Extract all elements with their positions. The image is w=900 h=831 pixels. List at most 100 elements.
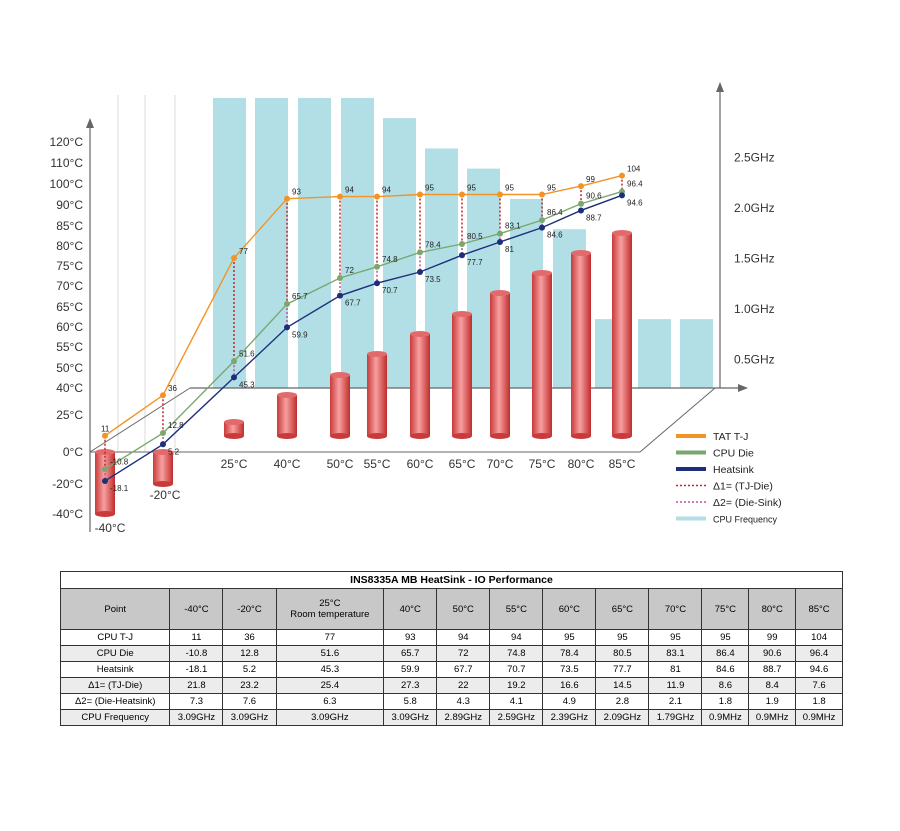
data-label: 77	[239, 247, 248, 256]
data-label: 83.1	[505, 222, 521, 231]
table-cell: 77	[275, 629, 385, 646]
cylinder-base	[490, 433, 510, 439]
data-label: 12.8	[168, 421, 184, 430]
y-tick-label: -20°C	[52, 477, 83, 491]
ambient-cylinder	[330, 375, 350, 436]
legend-label: Δ1= (TJ-Die)	[713, 481, 773, 493]
ambient-cylinder	[612, 233, 632, 436]
data-label: -10.8	[110, 457, 129, 466]
x-tick-label: 40°C	[274, 457, 301, 471]
data-point	[417, 249, 423, 256]
y-tick-label: 90°C	[56, 198, 83, 212]
table-cell: 8.6	[701, 677, 750, 694]
legend-label: Δ2= (Die-Sink)	[713, 497, 782, 509]
x-tick-label: 65°C	[449, 457, 476, 471]
y-tick-label: 100°C	[50, 177, 84, 191]
column-header: Point	[59, 588, 171, 630]
ambient-cylinder	[571, 253, 591, 436]
legend-label: TAT T-J	[713, 431, 748, 443]
data-label: 95	[547, 184, 556, 193]
table-cell: 0.9MHz	[748, 709, 797, 726]
data-label: 70.7	[382, 286, 398, 295]
data-point	[619, 192, 625, 199]
y2-tick-label: 1.0GHz	[734, 302, 775, 316]
cylinder-top	[532, 270, 552, 276]
data-label: 67.7	[345, 299, 361, 308]
data-label: 74.8	[382, 255, 398, 264]
table-cell: 74.8	[489, 645, 544, 662]
cylinder-top	[452, 311, 472, 317]
table-cell: 73.5	[542, 661, 597, 678]
frequency-bar	[638, 319, 671, 388]
data-label: 65.7	[292, 292, 308, 301]
table-cell: 6.3	[275, 693, 385, 710]
row-label: Δ2= (Die-Heatsink)	[59, 693, 171, 710]
frequency-bar	[341, 97, 374, 388]
y-tick-label: 40°C	[56, 381, 83, 395]
table-cell: 8.4	[748, 677, 797, 694]
data-label: 81	[505, 245, 514, 254]
cylinder-base	[367, 433, 387, 439]
data-point	[374, 280, 380, 287]
ambient-cylinder	[532, 273, 552, 436]
table-cell: 72	[436, 645, 491, 662]
cylinder-base	[532, 433, 552, 439]
data-label: 99	[586, 175, 595, 184]
data-label: 5.2	[168, 447, 180, 456]
table-cell: 88.7	[748, 661, 797, 678]
frequency-bar	[213, 97, 246, 388]
row-label: CPU Die	[59, 645, 171, 662]
table-cell: 5.2	[222, 661, 277, 678]
table-cell: 16.6	[542, 677, 597, 694]
table-cell: 2.8	[595, 693, 650, 710]
column-header: 60°C	[542, 588, 597, 630]
data-point	[497, 191, 503, 198]
cylinder-base	[330, 433, 350, 439]
data-label: 95	[505, 184, 514, 193]
table-cell: 27.3	[383, 677, 438, 694]
data-point	[102, 477, 108, 484]
table-cell: 11.9	[648, 677, 703, 694]
row-label: Heatsink	[59, 661, 171, 678]
cylinder-top	[490, 290, 510, 296]
table-cell: -10.8	[169, 645, 224, 662]
table-cell: 2.1	[648, 693, 703, 710]
column-header: 50°C	[436, 588, 491, 630]
table-cell: 2.39GHz	[542, 709, 597, 726]
column-header: 70°C	[648, 588, 703, 630]
x-tick-label: 80°C	[568, 457, 595, 471]
cylinder-top	[224, 419, 244, 425]
column-header: 55°C	[489, 588, 544, 630]
table-cell: 23.2	[222, 677, 277, 694]
table-cell: 4.3	[436, 693, 491, 710]
data-label: 51.6	[239, 349, 255, 358]
table-cell: 81	[648, 661, 703, 678]
column-header: 25°C Room temperature	[275, 588, 385, 630]
data-label: -18.1	[110, 484, 129, 493]
column-header: 65°C	[595, 588, 650, 630]
frequency-bar	[680, 319, 713, 388]
table-cell: 0.9MHz	[701, 709, 750, 726]
legend-label: CPU Die	[713, 448, 754, 460]
table-cell: 19.2	[489, 677, 544, 694]
table-row: CPU T-J 11 36 77 93 94 94 95 95 95 95 99 104	[59, 629, 843, 646]
table-row: Heatsink -18.1 5.2 45.3 59.9 67.7 70.7 73.5 77.7…	[59, 661, 843, 678]
table-cell: 3.09GHz	[222, 709, 277, 726]
ambient-cylinder	[367, 354, 387, 436]
x-tick-label: -20°C	[150, 488, 181, 502]
column-header: -40°C	[169, 588, 224, 630]
series-line-0	[104, 174, 623, 437]
ambient-cylinder	[410, 334, 430, 436]
frequency-bar	[255, 97, 288, 388]
y-tick-label: 60°C	[56, 320, 83, 334]
column-header: 85°C	[795, 588, 843, 630]
table-cell: 4.1	[489, 693, 544, 710]
x-tick-label: 55°C	[364, 457, 391, 471]
table-row: CPU Die -10.8 12.8 51.6 65.7 72 74.8 78.4 80.5 83…	[59, 645, 843, 662]
table-cell: 77.7	[595, 661, 650, 678]
table-cell: 104	[795, 629, 843, 646]
table-cell: 59.9	[383, 661, 438, 678]
frequency-bar	[298, 97, 331, 388]
y2-tick-label: 0.5GHz	[734, 353, 775, 367]
table-cell: 2.09GHz	[595, 709, 650, 726]
